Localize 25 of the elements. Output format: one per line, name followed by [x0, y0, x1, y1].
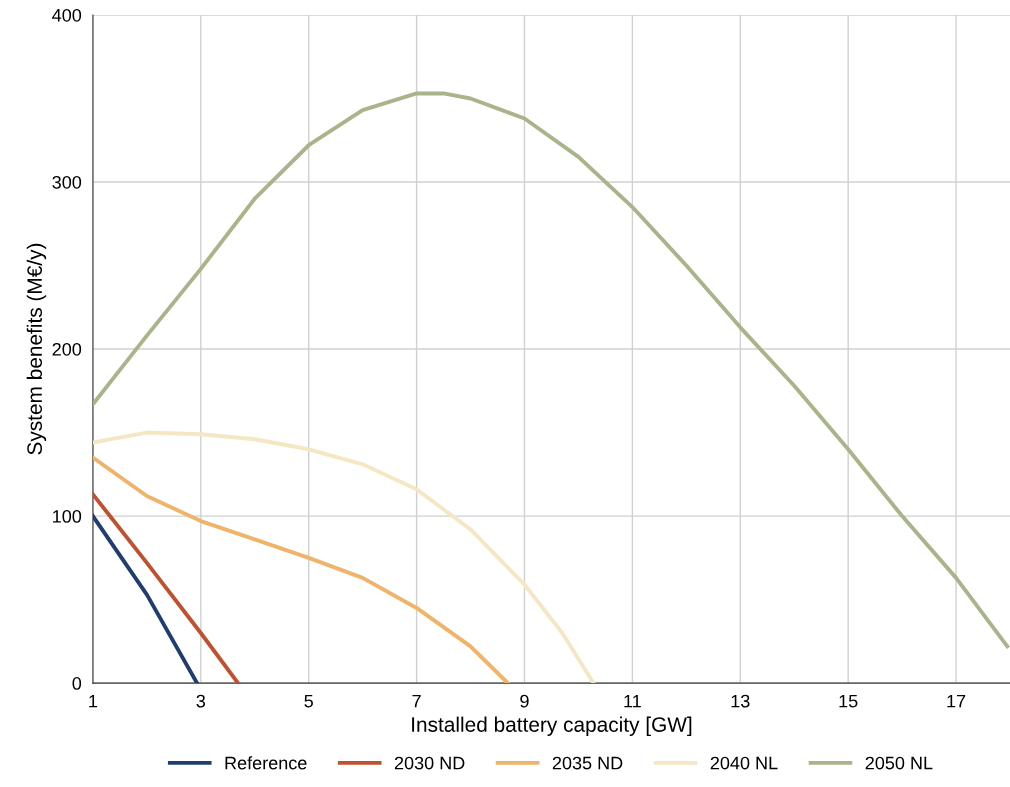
y-tick-label: 200 [52, 342, 82, 356]
x-tick-label: 13 [731, 694, 750, 708]
y-tick-label: 0 [72, 677, 82, 690]
line-series [92, 492, 240, 684]
x-tick-label: 15 [839, 694, 858, 708]
legend-label: 2040 NL [710, 756, 778, 770]
y-tick-label: 400 [52, 8, 82, 22]
x-tick-label: 3 [196, 694, 206, 708]
x-tick-label: 11 [624, 694, 641, 708]
line-series [92, 91, 1010, 649]
x-tick-label: 1 [89, 694, 98, 708]
x-axis-title: Installed battery capacity [GW] [412, 716, 692, 737]
y-axis-title: System benefits (M€/y) [26, 243, 47, 455]
legend-label: 2035 ND [552, 756, 623, 770]
x-tick-label: 7 [412, 694, 421, 708]
legend-label: 2030 ND [394, 756, 465, 770]
legend-label: Reference [225, 756, 307, 770]
legend-label: 2050 NL [865, 756, 933, 770]
x-tick-label: 5 [304, 694, 313, 708]
x-tick-label: 17 [947, 694, 966, 708]
y-tick-label: 300 [52, 175, 82, 189]
x-tick-label: 9 [520, 694, 529, 708]
line-series [92, 430, 596, 684]
y-tick-label: 100 [53, 510, 82, 523]
line-series [92, 455, 510, 684]
